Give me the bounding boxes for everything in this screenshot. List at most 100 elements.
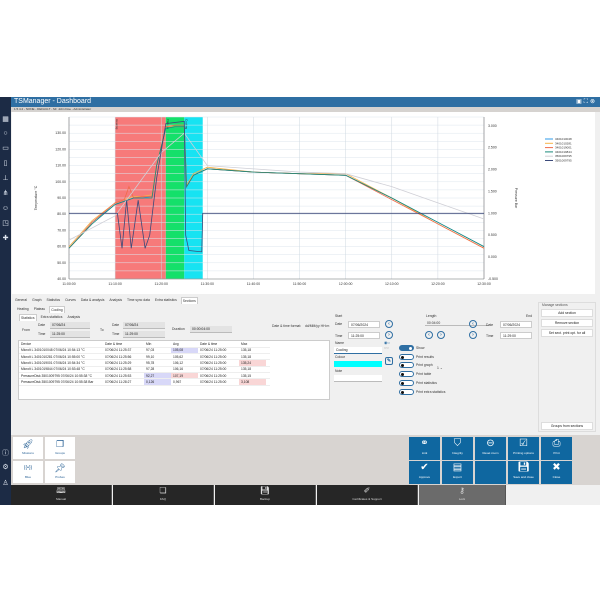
col-min[interactable]: Min xyxy=(144,341,171,348)
close-icon[interactable]: ⊗ xyxy=(589,99,597,105)
col-max-time[interactable]: Date & time xyxy=(198,341,239,348)
tab-heating[interactable]: Heating xyxy=(17,307,29,311)
tab-analysis[interactable]: Analysis xyxy=(109,298,123,302)
tab-general[interactable]: General xyxy=(15,298,28,302)
from-time-field[interactable]: 11:25:00 xyxy=(50,331,90,338)
tile-printing-options[interactable]: ☑ Printing options xyxy=(508,437,539,460)
settings-icon[interactable]: ⚙ xyxy=(2,464,9,471)
manage-sections-panel xyxy=(538,302,596,432)
tab-cooling[interactable]: Cooling xyxy=(49,306,65,313)
tile-export[interactable]: ▤ Export xyxy=(442,461,473,484)
tab-graph[interactable]: Graph xyxy=(32,298,42,302)
info-icon[interactable]: ⓘ xyxy=(2,450,9,457)
tile-approve[interactable]: ✔ Approve xyxy=(409,461,440,484)
fullscreen-icon[interactable]: ⛶ xyxy=(583,99,590,105)
col-max[interactable]: Max xyxy=(239,341,266,348)
colour-swatch[interactable] xyxy=(334,361,382,367)
tab-curves[interactable]: Curves xyxy=(65,298,76,302)
add-section-button[interactable]: Add section xyxy=(541,309,593,317)
tab-plateau[interactable]: Plateau xyxy=(33,307,46,311)
toggle-print-extra-statistics[interactable] xyxy=(399,388,414,395)
name-field[interactable]: Cooling xyxy=(334,347,382,354)
chart[interactable]: Heating Plateau Cooling 11:00:00 11:10:00 11:… xyxy=(12,112,595,294)
table-row[interactable]: Microlt L 3401019001 07/06/24 10:54:34 °… xyxy=(19,359,270,367)
end-date-field[interactable]: 07/06/2024 xyxy=(500,321,532,328)
y2-axis-label: Pressure Bar xyxy=(514,188,518,209)
tile-blue[interactable]: ((•)) Blue xyxy=(13,461,43,483)
footer-manual-button[interactable]: 🕮︎ Manual xyxy=(11,485,112,505)
tile-probes[interactable]: 📌︎ Probes xyxy=(45,461,75,483)
length-decrease-button[interactable]: ‹ xyxy=(425,331,433,339)
puzzle-icon[interactable]: ✚ xyxy=(2,235,9,242)
groups-from-sections-button[interactable]: Groups from sections xyxy=(541,422,593,430)
table-row[interactable]: PressureDisk 3501009795 07/06/24 10:55:3… xyxy=(19,372,270,380)
col-avg[interactable]: Avg xyxy=(171,341,198,348)
toggle-print-graph[interactable] xyxy=(399,362,414,369)
tab-extra-stats[interactable]: Extra statistics xyxy=(40,315,63,319)
dashboard-icon[interactable]: ▦ xyxy=(2,116,9,123)
start-label: Start xyxy=(335,314,343,318)
probe-icon[interactable]: ⊥ xyxy=(2,175,9,182)
tile-link[interactable]: ⚭ Link xyxy=(409,437,440,460)
to-time-field[interactable]: 11:29:00 xyxy=(123,331,165,338)
export-icon[interactable]: ◳ xyxy=(2,220,9,227)
length-increase-button[interactable]: › xyxy=(437,331,445,339)
tab-time-sync[interactable]: Time sync data xyxy=(127,298,150,302)
users-icon[interactable]: ☺ xyxy=(1,205,10,212)
minimize-icon[interactable]: ▣ xyxy=(576,99,584,105)
radio-option-1[interactable]: ◉○ xyxy=(384,340,390,345)
tile-reset-zoom[interactable]: ⊖ Reset zoom xyxy=(475,437,506,460)
radio-option-2[interactable]: ○○ xyxy=(384,345,389,350)
tab-statistics[interactable]: Statistics xyxy=(46,298,61,302)
tile-integrity[interactable]: ⛉ Integrity xyxy=(442,437,473,460)
footer-lock-button[interactable]: ⚷ Lock xyxy=(419,485,506,505)
tile-missions[interactable]: 🚀︎ Missions xyxy=(13,437,43,459)
tab-extra-statistics[interactable]: Extra statistics xyxy=(154,298,177,302)
note-field[interactable] xyxy=(334,375,382,382)
save-icon: 💾︎ xyxy=(259,486,271,495)
tile-save-and-close[interactable]: 💾︎ Save and close xyxy=(508,461,539,484)
table-row[interactable]: Microlt L 3401010048 07/06/24 10:54:13 °… xyxy=(19,347,270,355)
toggle-print-results[interactable] xyxy=(399,353,414,360)
share-icon[interactable]: ⋔ xyxy=(2,190,9,197)
tab-data-analysis[interactable]: Data & analysis xyxy=(80,298,105,302)
start-next-button[interactable]: › xyxy=(385,331,393,339)
tab-stats-analysis[interactable]: Analysis xyxy=(67,315,81,319)
tile-print[interactable]: ⎙ Print xyxy=(541,437,572,460)
tile-close[interactable]: ✖ Close xyxy=(541,461,572,484)
table-row[interactable]: Microlt L 3401010281 07/06/24 10:55:00 °… xyxy=(19,353,270,361)
end-prev-button[interactable]: ‹ xyxy=(469,320,477,328)
toggle-print-table[interactable] xyxy=(399,371,414,378)
start-date-field[interactable]: 07/06/2024 xyxy=(348,321,380,328)
set-print-options-button[interactable]: Set sect. print opt. for all xyxy=(541,329,593,337)
tile-groups[interactable]: ❐ Groups xyxy=(45,437,75,459)
table-row[interactable]: PressureDisk 3501009795 07/06/24 10:55:3… xyxy=(19,378,270,386)
col-device[interactable]: Device xyxy=(19,341,103,348)
toggle-show[interactable] xyxy=(399,345,414,351)
monitor-icon[interactable]: ▭ xyxy=(2,145,9,152)
from-date-field[interactable]: 07/06/24 xyxy=(50,322,90,329)
table-row[interactable]: Microlt L 3401019844 07/06/24 10:53:48 °… xyxy=(19,366,270,374)
col-min-time[interactable]: Date & time xyxy=(103,341,144,348)
footer-certificates-support-button[interactable]: ✐ Certificates & Support xyxy=(317,485,418,505)
tab-stats[interactable]: Statistics xyxy=(19,314,37,321)
table-cell: 07/06/24 11:25:56 xyxy=(103,353,144,361)
end-next-button[interactable]: › xyxy=(469,331,477,339)
start-prev-button[interactable]: ‹ xyxy=(385,320,393,328)
tab-sections[interactable]: Sections xyxy=(180,297,198,304)
folder-icon[interactable]: ▯ xyxy=(3,160,8,167)
start-time-field[interactable]: 11:25:00 xyxy=(348,332,380,339)
user-icon[interactable]: ♙ xyxy=(2,480,9,487)
toggle-print-statistics[interactable] xyxy=(399,379,414,386)
pick-colour-button[interactable]: ✎ xyxy=(385,357,393,365)
end-time-field[interactable]: 11:29:00 xyxy=(500,332,532,339)
circle-icon[interactable]: ○ xyxy=(3,130,8,137)
format-value[interactable]: dd/MM/yy HH:m xyxy=(305,324,330,328)
remove-section-button[interactable]: Remove section xyxy=(541,319,593,327)
to-date-field[interactable]: 07/06/24 xyxy=(123,322,165,329)
certificate-icon: ✐ xyxy=(363,486,371,495)
footer-backup-button[interactable]: 💾︎ Backup xyxy=(215,485,316,505)
footer-faq-button[interactable]: ❏ FAQ xyxy=(113,485,214,505)
chart-svg[interactable]: Heating Plateau Cooling 11:00:00 11:10:00 11:… xyxy=(12,112,595,294)
print-table-select[interactable]: 1 ⌄ xyxy=(437,366,443,370)
